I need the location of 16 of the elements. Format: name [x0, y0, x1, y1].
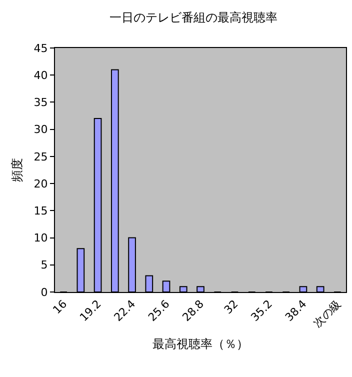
y-tick-label: 25 — [34, 150, 48, 164]
y-axis-title: 頻度 — [10, 158, 24, 182]
y-tick-label: 30 — [34, 123, 48, 136]
x-axis-title: 最高視聴率（％） — [152, 336, 248, 351]
y-tick-label: 5 — [40, 258, 48, 272]
x-tick-label: 次の級 — [310, 298, 344, 330]
y-tick-label: 40 — [34, 68, 48, 82]
y-tick-label: 45 — [34, 42, 48, 55]
chart-title: 一日のテレビ番組の最高視聴率 — [110, 10, 278, 25]
y-tick-label: 20 — [34, 177, 48, 190]
y-tick-label: 15 — [34, 204, 48, 218]
x-tick-label: 32 — [222, 298, 241, 317]
y-tick-label: 10 — [34, 232, 48, 245]
y-tick-label: 0 — [40, 286, 48, 299]
x-tick-label: 16 — [50, 298, 70, 317]
y-tick-label: 35 — [34, 96, 48, 110]
